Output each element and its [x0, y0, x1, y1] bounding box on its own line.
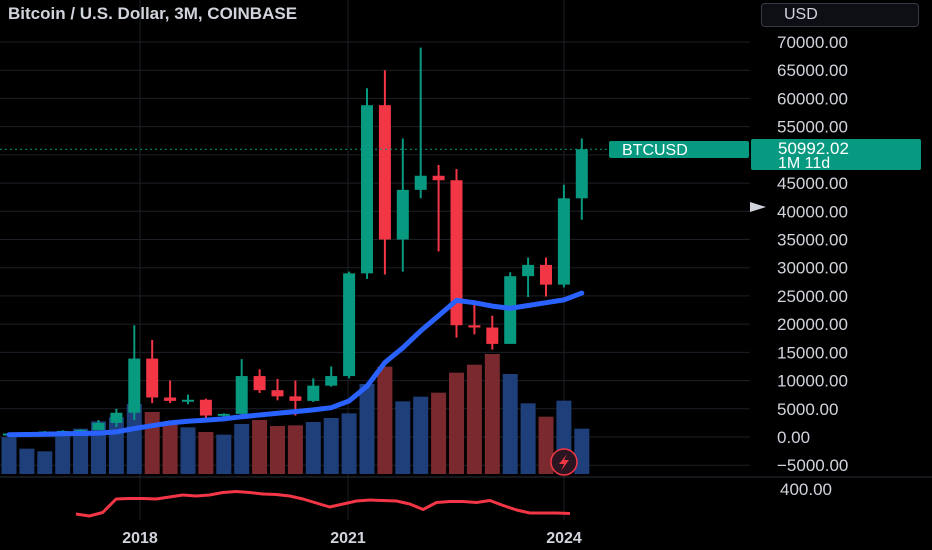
price-axis-label: 5000.00: [777, 400, 838, 419]
candle-body: [522, 264, 535, 277]
candle-body: [92, 422, 105, 430]
volume-bar: [502, 374, 518, 474]
volume-bar: [538, 416, 554, 474]
volume-bar: [287, 425, 303, 474]
candle-body: [199, 399, 212, 416]
volume-bar: [305, 422, 321, 474]
volume-bar: [413, 396, 429, 474]
volume-bar: [395, 401, 411, 474]
indicator-axis-label: 400.00: [780, 480, 832, 499]
price-axis-label: 40000.00: [777, 202, 848, 221]
candle-body: [217, 413, 230, 416]
price-axis-label: 10000.00: [777, 372, 848, 391]
chart-title: Bitcoin / U.S. Dollar, 3M, COINBASE: [8, 4, 298, 23]
candle-body: [378, 105, 391, 240]
candle-body: [557, 198, 570, 285]
candle-body: [575, 149, 588, 199]
candle-body: [289, 396, 302, 401]
volume-bar: [377, 366, 393, 474]
candle-body: [253, 376, 266, 391]
volume-bar: [73, 428, 89, 474]
candle-body: [325, 376, 338, 386]
volume-bar: [1, 437, 17, 474]
volume-bar: [252, 420, 268, 474]
candle-body: [271, 390, 284, 397]
price-axis-label: 20000.00: [777, 315, 848, 334]
current-price-label: 50992.02: [778, 139, 849, 158]
volume-bar: [216, 434, 232, 474]
price-axis-label: 25000.00: [777, 287, 848, 306]
candle-body: [128, 358, 141, 413]
candle-body: [396, 189, 409, 240]
grid-lines: [0, 0, 750, 520]
candle-body: [110, 412, 123, 423]
volume-bar: [198, 432, 214, 474]
price-axis: 70000.0065000.0060000.0055000.0050000.00…: [777, 33, 848, 475]
volume-bar: [234, 424, 250, 474]
candle-body: [414, 175, 427, 190]
candle-body: [486, 327, 499, 344]
candle-body: [307, 385, 320, 401]
volume-bar: [126, 404, 142, 474]
candle-body: [450, 180, 463, 326]
volume-bar: [19, 448, 35, 474]
candle-body: [432, 175, 445, 181]
lightning-icon[interactable]: [550, 448, 578, 476]
candle-body: [540, 264, 552, 285]
candle-body: [164, 397, 177, 401]
price-axis-label: 45000.00: [777, 174, 848, 193]
volume-bar: [180, 427, 196, 474]
volume-bar: [574, 428, 590, 474]
price-candles: [3, 47, 588, 436]
time-axis-label: 2021: [330, 530, 366, 547]
price-axis-label: 55000.00: [777, 118, 848, 137]
price-axis-label: 15000.00: [777, 343, 848, 362]
price-axis-label: 0.00: [777, 428, 810, 447]
candle-body: [343, 273, 356, 377]
time-axis: 2018 2021 2024: [122, 530, 582, 547]
candle-body: [235, 376, 248, 414]
candle-body: [361, 105, 373, 274]
volume-bar: [341, 413, 357, 474]
candle-body: [468, 325, 481, 328]
volume-bars: [1, 354, 590, 474]
volume-bar: [37, 451, 53, 474]
time-axis-label: 2024: [546, 530, 582, 547]
candle-body: [74, 429, 87, 432]
price-axis-label: 65000.00: [777, 61, 848, 80]
currency-button[interactable]: USD: [761, 3, 919, 27]
volume-bar: [144, 412, 160, 474]
volume-bar: [162, 424, 178, 474]
volume-bar: [359, 384, 375, 474]
indicator-line: [75, 490, 571, 518]
bar-countdown-label: 1M 11d: [778, 155, 830, 172]
volume-bar: [484, 354, 500, 474]
volume-bar: [55, 434, 71, 474]
price-axis-label: 60000.00: [777, 89, 848, 108]
symbol-price-tag: BTCUSD 50992.02 1M 11d: [609, 139, 921, 172]
candle-body: [146, 358, 159, 398]
volume-bar: [466, 364, 482, 474]
time-axis-label: 2018: [122, 530, 158, 547]
moving-average-line: [6, 290, 585, 438]
price-axis-label: 70000.00: [777, 33, 848, 52]
volume-bar: [323, 418, 339, 474]
price-axis-label: 35000.00: [777, 231, 848, 250]
volume-bar: [270, 426, 285, 474]
price-tag-bg: [751, 139, 921, 170]
volume-bar: [431, 392, 447, 474]
volume-bar: [520, 403, 536, 474]
scroll-right-icon[interactable]: [750, 202, 766, 212]
price-axis-label: −5000.00: [777, 456, 848, 475]
symbol-tag-bg: [609, 141, 749, 158]
volume-bar: [449, 372, 464, 474]
candle-body: [182, 399, 194, 402]
price-axis-label: 30000.00: [777, 259, 848, 278]
symbol-tag-label: BTCUSD: [622, 142, 688, 159]
